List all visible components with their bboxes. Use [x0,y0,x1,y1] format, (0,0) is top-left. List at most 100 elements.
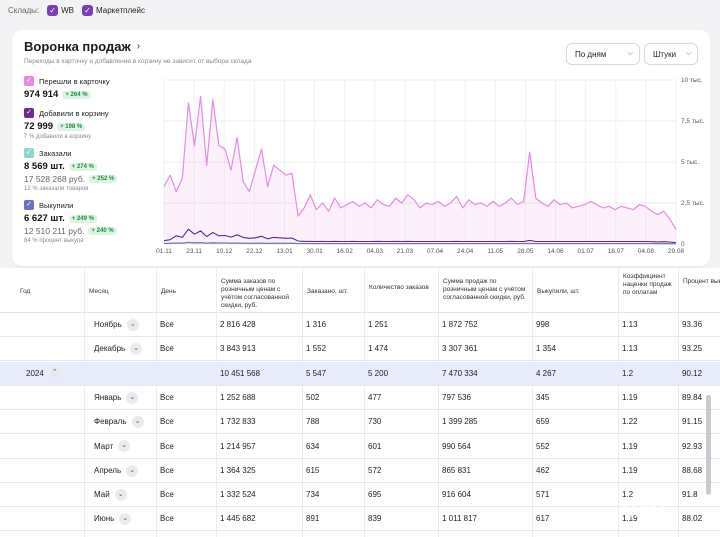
checkbox-card-views[interactable]: ✓ [24,76,34,86]
col-header-sales-sum[interactable]: Сумма продаж по розничным ценам с учётом… [438,268,532,313]
funnel-title-text: Воронка продаж [24,39,131,54]
cell-ordered-qty: 734 [302,483,319,507]
chevron-right-icon: › [136,41,141,52]
cell-bought-qty: 998 [532,313,549,337]
cell-buyout-pct-text: 89.84 [682,392,703,402]
cell-ordered-qty: 5 547 [302,362,326,386]
table-row[interactable]: Март ⌄ Все 1 214 957 634 601 990 564 552 1.19 92.… [0,435,720,459]
sales-funnel-card: Воронка продаж › Переходы в карточку и д… [12,30,710,266]
col-header-buyout-pct[interactable]: Процент выкуп [678,268,720,313]
cell-orders-sum: 10 451 568 [216,362,260,386]
cell-orders-sum-text: 1 732 833 [220,417,256,427]
cell-month-text: Май [94,490,110,500]
col-header-year[interactable]: Год [20,288,31,295]
cell-month-text: Февраль [94,417,127,427]
unit-select[interactable]: Штуки ⌵ [644,43,698,65]
table-scrollbar[interactable] [706,395,711,495]
funnel-title[interactable]: Воронка продаж › [24,39,140,54]
cell-ordered-qty-text: 1 316 [306,320,327,329]
checkbox-bought-out[interactable]: ✓ [24,200,34,210]
table-row[interactable]: Июнь ⌄ Все 1 445 682 891 839 1 011 817 617 1.19 8… [0,507,720,532]
table-row[interactable]: Май ⌄ Все 1 332 524 734 695 916 604 571 1.2 91.8 [0,483,720,508]
series-line-0[interactable] [163,95,677,230]
growth-badge: + 198 % [57,122,86,131]
table-row[interactable]: Апрель ⌄ Все 1 364 325 615 572 865 831 462 1.19 8… [0,459,720,483]
series-line-3[interactable] [163,241,677,245]
col-header-orders-sum[interactable]: Сумма заказов по розничным ценам с учёто… [216,268,302,313]
cell-orders-sum: 1 732 833 [216,410,256,434]
cell-sales-sum: 3 307 361 [438,337,478,361]
series-line-1[interactable] [163,228,677,244]
metric-bought-out: ✓ Выкупили 6 627 шт. + 249 % 12 510 211 … [24,200,152,244]
cell-markup-coef: 1.2 [618,483,633,507]
cell-bought-qty-text: 1 354 [536,344,557,354]
check-icon: ✓ [47,4,59,16]
chevron-down-icon: ⌵ [627,50,633,57]
col-header-day[interactable]: День [156,268,216,313]
cell-markup-coef: 1.2 [618,362,633,386]
cell-bought-qty-text: 998 [536,320,550,329]
cell-day: Все [156,507,174,531]
metric-label: Выкупили [39,200,74,210]
cell-orders-count: 601 [364,435,381,459]
metric-ordered: ✓ Заказали 8 569 шт. + 274 % 17 528 268 … [24,148,152,192]
expand-icon[interactable]: ⌄ [131,416,144,429]
col-header-ordered-qty[interactable]: Заказано, шт. [302,268,364,313]
table-row[interactable]: Февраль ⌄ Все 1 732 833 788 730 1 399 285 659 1.… [0,410,720,435]
funnel-line-chart[interactable]: 10 тыс. 7,5 тыс. 5 тыс. 2,5 тыс. 0 01.11 23.11… [152,74,704,262]
col-header-month[interactable]: Месяц [84,268,156,313]
expand-icon[interactable]: ⌄ [126,318,139,331]
col-header-markup-coef[interactable]: Коэффициент наценки продаж по оплатам [618,268,678,313]
metric-card-views: ✓ Перешли в карточку 974 914 + 264 % [24,76,152,100]
cell-month-text: Март [94,441,114,451]
funnel-metrics: ✓ Перешли в карточку 974 914 + 264 % ✓ Д… [24,76,152,252]
filter-marketplace-checkbox[interactable]: ✓ Маркетплейс [82,4,145,16]
cell-buyout-pct: 91.8 [678,483,698,507]
cell-orders-sum: 3 843 913 [216,337,256,361]
cell-bought-qty-text: 659 [536,417,550,427]
sales-table: Год Месяц День Сумма заказов по розничны… [0,268,720,537]
column-divider [156,268,157,537]
cell-month [90,362,94,386]
cell-bought-qty: 659 [532,410,549,434]
checkbox-add-to-cart[interactable]: ✓ [24,108,34,118]
cell-day: Все [156,459,174,483]
metric-note: 84 % процент выкупа [24,238,84,244]
cell-month: Июнь ⌄ [90,507,132,531]
metric-note: 7 % добавили в корзину [24,134,92,140]
cell-ordered-qty-text: 1 552 [306,344,327,354]
checkbox-ordered[interactable]: ✓ [24,148,34,158]
col-header-bought-qty[interactable]: Выкупили, шт. [532,268,618,313]
collapse-icon[interactable]: ⌃ [48,367,61,380]
cell-ordered-qty-text: 5 547 [306,368,327,378]
cell-orders-sum-text: 10 451 568 [220,368,261,378]
growth-badge: + 264 % [62,90,91,99]
expand-icon[interactable]: ⌄ [114,488,127,501]
cell-orders-sum-text: 3 843 913 [220,344,256,354]
expand-icon[interactable]: ⌄ [118,440,131,453]
table-row[interactable]: Декабрь ⌄ Все 3 843 913 1 552 1 474 3 307 361 1… [0,337,720,362]
metric-note: 12 % заказали товаров [24,186,89,192]
table-row[interactable]: Январь ⌄ Все 1 252 688 502 477 797 536 345 1.19 8… [0,386,720,410]
column-divider [216,268,217,537]
expand-icon[interactable]: ⌄ [130,343,143,356]
col-header-orders-count[interactable]: Количество заказов [364,268,438,313]
x-tick-label: 14.06 [547,248,564,255]
y-tick-label: 7,5 тыс. [681,118,704,125]
expand-icon[interactable]: ⌄ [126,464,139,477]
table-row[interactable]: Ноябрь ⌄ Все 2 816 428 1 316 1 251 1 872 752 99… [0,313,720,337]
metric-value: 6 627 шт. [24,213,65,224]
cell-day-text: Все [160,320,174,329]
table-row-year[interactable]: 2024 ⌃ 10 451 568 5 547 5 200 7 470 334 4 267 1… [0,361,720,386]
x-tick-label: 13.01 [276,248,293,255]
expand-icon[interactable]: ⌄ [119,513,132,526]
cell-day: Все [156,410,174,434]
filter-wb-checkbox[interactable]: ✓ WB [47,4,74,16]
cell-markup-coef-text: 1.19 [622,514,638,524]
cell-year: 2024 ⌃ [22,362,61,386]
period-select[interactable]: По дням ⌵ [566,43,640,65]
cell-orders-count-text: 601 [368,441,382,451]
avito-watermark: Avito [618,500,670,522]
expand-icon[interactable]: ⌄ [126,391,139,404]
y-tick-label: 5 тыс. [681,159,699,166]
